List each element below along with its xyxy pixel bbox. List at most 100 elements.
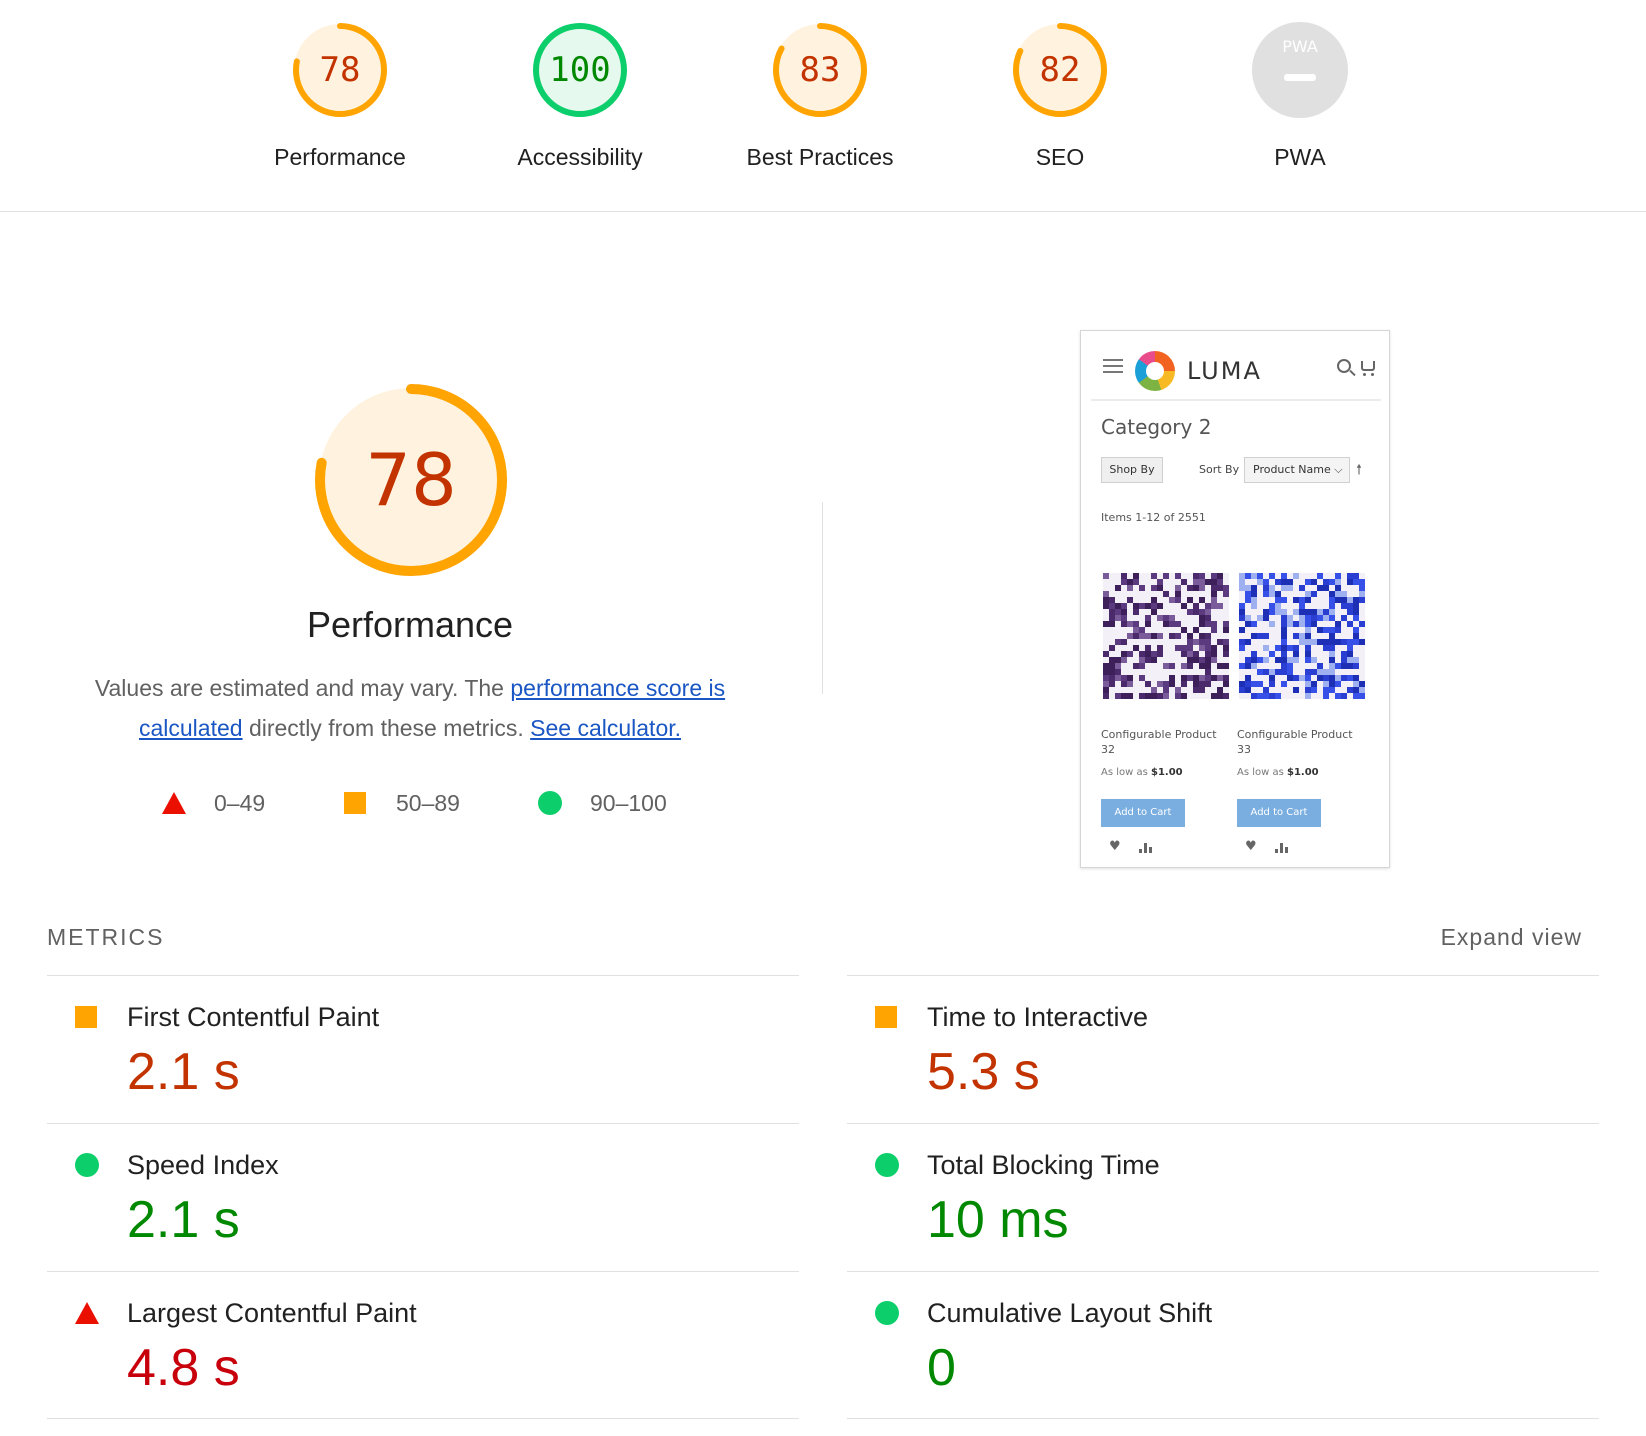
metric-total-blocking-time: Total Blocking Time 10 ms [847,1124,1599,1272]
metrics-divider [47,975,799,976]
gauge-ring: 82 [1010,20,1110,120]
desc-text-1: Values are estimated and may vary. The [94,675,511,701]
gauge-best-practices[interactable]: 83 Best Practices [720,20,920,171]
metric-largest-contentful-paint: Largest Contentful Paint 4.8 s [47,1272,799,1420]
product-name: Configurable Product 33 [1237,728,1353,756]
gauge-performance-svg [293,23,387,117]
gauge-score: 83 [799,50,841,90]
metric-first-contentful-paint: First Contentful Paint 2.1 s [47,976,799,1124]
metric-cumulative-layout-shift: Cumulative Layout Shift 0 [847,1272,1599,1420]
search-icon [1337,359,1351,373]
performance-description: Values are estimated and may vary. The p… [60,668,760,748]
gauge-accessibility-svg [533,23,627,117]
gauge-score: 78 [319,50,361,90]
legend-range: 90–100 [590,790,667,816]
gauge-label: PWA [1274,144,1326,170]
metrics-header: METRICS [47,924,165,950]
compare-icon [1139,843,1153,853]
product-price: As low as $1.00 [1237,767,1319,778]
expand-view-button[interactable]: Expand view [1400,924,1582,951]
average-square-icon [344,792,366,814]
gauge-ring: 78 [290,20,390,120]
pwa-badge-text: PWA [1282,37,1318,56]
hamburger-menu-icon [1103,359,1123,373]
legend-range: 50–89 [396,790,460,816]
metric-value: 5.3 s [927,1043,1040,1101]
product-image-32 [1103,573,1229,699]
performance-gauge-large: 78 [311,380,511,580]
gauge-ring: 83 [770,20,870,120]
average-square-icon [875,1006,897,1028]
metric-title: Total Blocking Time [927,1150,1160,1180]
category-gauges-bar: 78 Performance 100 Accessibility 83 Best… [0,0,1646,212]
metrics-divider [47,1271,799,1272]
price-value: $1.00 [1287,767,1319,778]
cart-icon [1361,361,1375,376]
compare-icon [1275,843,1289,853]
gauge-seo-svg [1013,23,1107,117]
metric-title: Speed Index [127,1150,279,1180]
product-price: As low as $1.00 [1101,767,1183,778]
site-header: LUMA [1091,331,1381,401]
performance-gauge-svg [315,384,507,576]
gauge-seo[interactable]: 82 SEO [960,20,1160,171]
gauge-label: SEO [1035,144,1085,170]
items-count: Items 1-12 of 2551 [1101,511,1206,524]
gauge-label: Performance [274,144,406,170]
performance-title: Performance [306,604,514,645]
shop-by-button: Shop By [1101,457,1163,483]
pass-circle-icon [875,1153,899,1177]
see-calculator-link[interactable]: See calculator. [530,715,682,741]
wishlist-heart-icon: ♥ [1245,839,1257,854]
metric-title: Time to Interactive [927,1002,1149,1032]
product-image-33 [1239,573,1365,699]
luma-logo-icon [1135,351,1175,391]
sort-by-select: Product Name ⌵ [1244,457,1350,483]
gauge-score: 82 [1039,50,1081,90]
average-square-icon [75,1006,97,1028]
gauge-label: Best Practices [746,144,894,170]
sort-by-label: Sort By [1199,463,1240,476]
section-divider [822,502,823,694]
category-title: Category 2 [1101,415,1212,439]
metrics-divider [847,1271,1599,1272]
pass-circle-icon [75,1153,99,1177]
metric-title: Cumulative Layout Shift [927,1298,1213,1328]
price-prefix: As low as [1237,767,1287,778]
metric-value: 0 [927,1339,956,1397]
desc-text-2: directly from these metrics. [242,715,531,741]
gauge-ring: PWA [1250,20,1350,120]
price-value: $1.00 [1151,767,1183,778]
gauge-pwa[interactable]: PWA PWA [1200,20,1400,171]
gauge-label: Accessibility [517,144,643,170]
fail-triangle-icon [75,1302,99,1324]
brand-name: LUMA [1187,357,1262,385]
gauge-best-practices-svg [773,23,867,117]
performance-score-link[interactable]: performance score is calculated [138,675,726,741]
metrics-divider [47,1418,799,1419]
gauge-accessibility[interactable]: 100 Accessibility [480,20,680,171]
gauge-ring: 100 [530,20,630,120]
pass-circle-icon [875,1301,899,1325]
metric-title: Largest Contentful Paint [127,1298,417,1328]
legend-range: 0–49 [214,790,266,816]
performance-score: 78 [365,438,457,522]
pass-circle-icon [538,791,562,815]
product-name: Configurable Product 32 [1101,728,1217,756]
gauge-score: 100 [549,50,611,90]
metric-value: 2.1 s [127,1043,240,1101]
gauge-performance[interactable]: 78 Performance [240,20,440,171]
metric-value: 4.8 s [127,1339,240,1397]
metrics-divider [47,1123,799,1124]
sort-direction-icon: 🠕 [1356,462,1363,478]
metrics-divider [847,1418,1599,1419]
add-to-cart-button: Add to Cart [1237,799,1321,827]
add-to-cart-button: Add to Cart [1101,799,1185,827]
metrics-divider [847,975,1599,976]
metric-value: 2.1 s [127,1191,240,1249]
fail-triangle-icon [162,792,186,814]
final-screenshot[interactable]: LUMA Category 2 Shop By Sort By Product … [1080,330,1390,868]
price-prefix: As low as [1101,767,1151,778]
metric-time-to-interactive: Time to Interactive 5.3 s [847,976,1599,1124]
wishlist-heart-icon: ♥ [1109,839,1121,854]
